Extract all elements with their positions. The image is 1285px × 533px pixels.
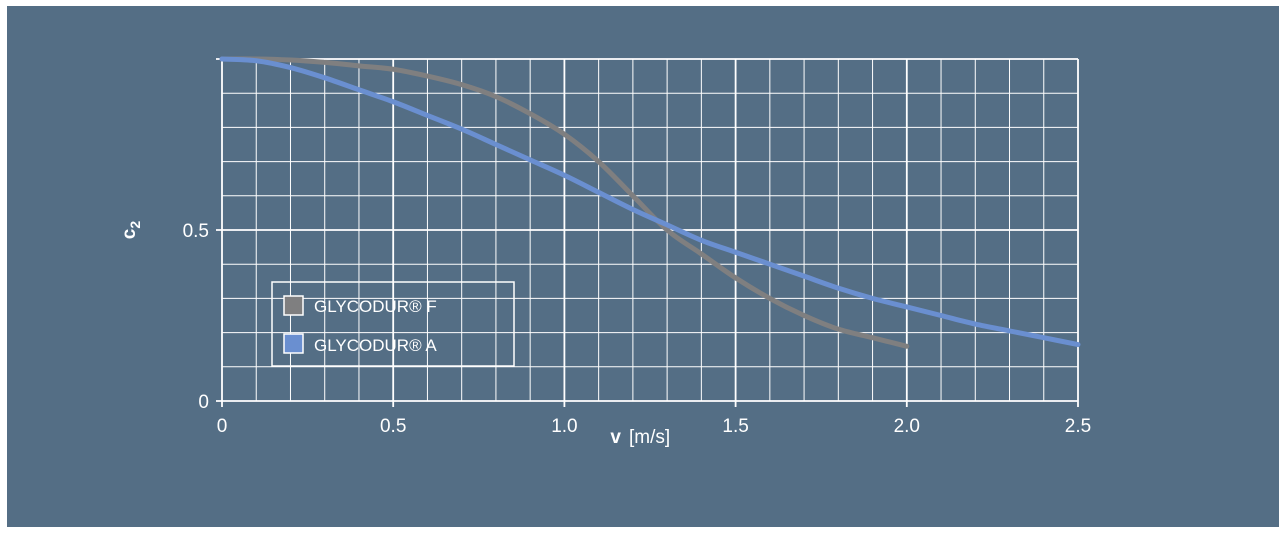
- grid: [216, 58, 1079, 407]
- legend-label-glycodur-f: GLYCODUR® F: [314, 297, 437, 316]
- x-tick-label: 2.0: [894, 416, 920, 437]
- legend-swatch-glycodur-f: [283, 295, 304, 316]
- x-tick-label: 1.5: [722, 416, 748, 437]
- series-line-glycodur-f: [219, 56, 910, 349]
- y-axis-label-group: c2: [119, 221, 143, 240]
- x-tick-label: 1.0: [551, 416, 577, 437]
- series-lines: [219, 56, 1081, 349]
- chart-panel: 0 0.5 1.0 1.5 2.0 2.5 0 0.5 GLYCODUR® F GLYCOD…: [7, 6, 1279, 527]
- legend-label-glycodur-a: GLYCODUR® A: [314, 336, 437, 355]
- chart-svg: 0 0.5 1.0 1.5 2.0 2.5 00.5 GLYCODUR® F GLYCOD…: [7, 6, 1279, 527]
- legend-swatch-glycodur-a: [283, 333, 304, 354]
- y-axis-label-main: c: [119, 228, 140, 239]
- chart-background: [7, 6, 1279, 527]
- x-tick-label: 0: [217, 416, 228, 437]
- x-tick-label: 2.5: [1065, 416, 1091, 437]
- y-tick-label: 0.5: [183, 221, 209, 242]
- x-tick-label: 0.5: [380, 416, 406, 437]
- y-tick-labels: 00.5: [183, 221, 209, 413]
- y-axis-label-sub: 2: [127, 221, 143, 229]
- legend: GLYCODUR® F GLYCODUR® A: [271, 281, 515, 367]
- x-axis-unit: [m/s]: [629, 427, 670, 448]
- series-line-glycodur-a: [219, 56, 1081, 348]
- y-tick-label: 0: [198, 392, 209, 413]
- y-axis-label: c2: [119, 221, 143, 240]
- x-axis-label: v: [610, 427, 621, 448]
- legend-box: [271, 281, 515, 367]
- x-tick-labels: 0 0.5 1.0 1.5 2.0 2.5: [217, 416, 1092, 437]
